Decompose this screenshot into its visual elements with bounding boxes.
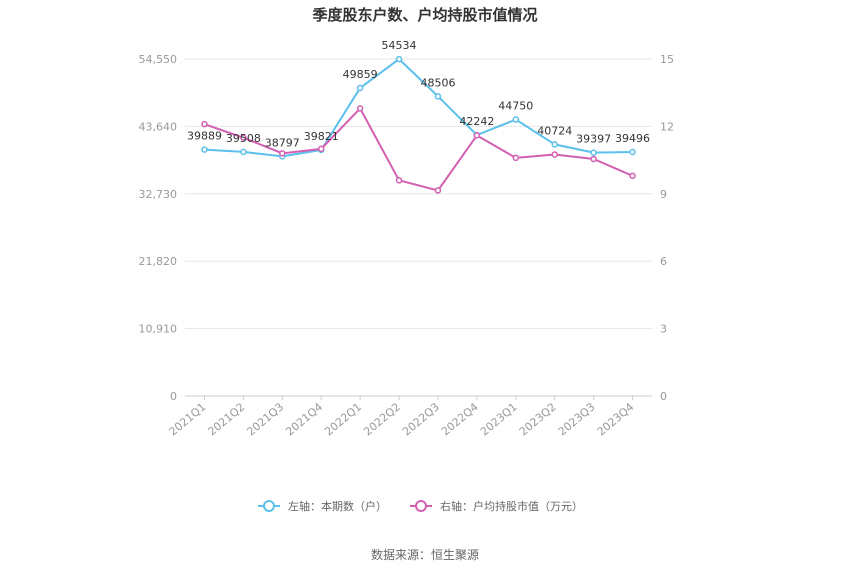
data-label: 38797 xyxy=(265,136,300,149)
data-labels: 39889 39508 38797 39821 49859 54534 48506 42242… xyxy=(187,39,650,149)
series-2-point xyxy=(240,134,247,141)
right-tick-label: 12 xyxy=(660,120,674,133)
legend-label: 右轴：户均持股市值（万元） xyxy=(440,499,583,513)
series-1-point xyxy=(201,146,208,153)
left-axis: 0 10,910 21,820 32,730 43,640 54,550 xyxy=(139,53,178,403)
data-label: 39508 xyxy=(226,132,261,145)
series-1-point xyxy=(512,116,520,123)
right-tick-label: 15 xyxy=(660,53,674,66)
series-2-point xyxy=(473,132,481,139)
series-2-point xyxy=(551,151,558,158)
data-label: 39821 xyxy=(304,130,339,143)
data-label: 42242 xyxy=(459,115,494,128)
x-tick-label: 2021Q2 xyxy=(206,400,248,438)
source-note: 数据来源：恒生聚源 xyxy=(371,547,479,562)
right-tick-label: 0 xyxy=(660,390,667,403)
series-2-point xyxy=(512,154,520,162)
x-tick-label: 2023Q2 xyxy=(517,400,559,438)
series-1-point xyxy=(590,149,597,156)
left-tick-label: 43,640 xyxy=(139,120,178,133)
x-tick-label: 2023Q3 xyxy=(556,400,598,438)
data-label: 39397 xyxy=(576,133,611,146)
series-2-point xyxy=(629,172,636,180)
left-tick-label: 32,730 xyxy=(139,188,178,201)
series-2-point xyxy=(317,145,325,153)
legend-swatch-marker xyxy=(263,500,275,512)
legend-label: 左轴：本期数（户） xyxy=(288,499,387,513)
series-line-1 xyxy=(204,57,633,158)
series-2-point xyxy=(590,155,597,163)
x-axis: 2021Q12021Q22021Q32021Q42022Q12022Q22022… xyxy=(167,396,637,438)
legend-swatch-marker xyxy=(415,500,427,512)
legend-item-2[interactable]: 右轴：户均持股市值（万元） xyxy=(410,499,583,513)
right-tick-label: 6 xyxy=(660,255,667,268)
series-line-2 xyxy=(204,106,633,192)
right-tick-label: 9 xyxy=(660,188,667,201)
series-2-point xyxy=(356,105,364,112)
right-axis: 0 3 6 9 12 15 xyxy=(660,53,674,403)
x-tick-label: 2022Q2 xyxy=(361,400,403,438)
chart-title: 季度股东户数、户均持股市值情况 xyxy=(312,6,537,24)
data-label: 49859 xyxy=(343,68,378,81)
left-tick-label: 21,820 xyxy=(139,255,178,268)
data-label: 54534 xyxy=(382,39,417,52)
data-label: 48506 xyxy=(420,76,455,89)
x-tick-label: 2022Q4 xyxy=(439,400,481,438)
legend[interactable]: 左轴：本期数（户） 右轴：户均持股市值（万元） xyxy=(258,499,583,513)
data-label: 44750 xyxy=(498,100,533,113)
series-2-point xyxy=(201,120,208,128)
series-2-point xyxy=(434,187,442,194)
x-tick-label: 2021Q1 xyxy=(167,400,209,438)
x-tick-label: 2023Q4 xyxy=(595,400,637,438)
x-tick-label: 2021Q4 xyxy=(283,400,325,438)
series-1-point xyxy=(395,55,403,63)
series-1-point xyxy=(240,148,247,156)
x-tick-label: 2022Q3 xyxy=(400,400,442,438)
left-tick-label: 10,910 xyxy=(139,323,178,336)
series-1-point xyxy=(629,148,636,156)
data-label: 39496 xyxy=(615,132,650,145)
series-layer xyxy=(201,55,636,194)
left-tick-label: 54,550 xyxy=(139,53,178,66)
series-1-point xyxy=(356,84,364,92)
x-tick-label: 2022Q1 xyxy=(322,400,364,438)
left-tick-label: 0 xyxy=(170,390,177,403)
right-tick-label: 3 xyxy=(660,323,667,336)
data-label: 39889 xyxy=(187,130,222,143)
legend-item-1[interactable]: 左轴：本期数（户） xyxy=(258,499,387,513)
x-tick-label: 2023Q1 xyxy=(478,400,520,438)
series-1-point xyxy=(434,93,442,100)
series-1-point xyxy=(551,141,558,148)
data-label: 40724 xyxy=(537,124,572,137)
series-2-point xyxy=(279,150,286,157)
x-tick-label: 2021Q3 xyxy=(244,400,286,438)
series-2-point xyxy=(395,177,403,184)
grid xyxy=(185,58,652,397)
